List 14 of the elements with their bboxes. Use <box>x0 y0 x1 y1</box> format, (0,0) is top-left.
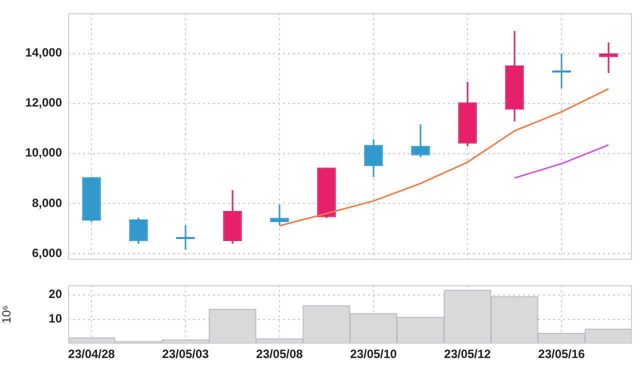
y-axis-title: 10⁶ <box>0 305 14 324</box>
x-tick-label: 23/05/03 <box>162 347 210 362</box>
y-tick-label: 12,000 <box>25 96 62 110</box>
y-tick-label: 8,000 <box>32 196 62 210</box>
x-tick-label: 23/04/28 <box>68 347 116 362</box>
y-tick-label: 10 <box>48 312 62 326</box>
x-tick-label: 23/05/12 <box>444 347 492 362</box>
y-tick-label: 6,000 <box>32 246 62 260</box>
x-tick-label: 23/05/16 <box>538 347 586 362</box>
y-tick-label: 10,000 <box>25 146 62 160</box>
y-tick-label: 14,000 <box>25 46 62 60</box>
x-tick-label: 23/05/10 <box>350 347 398 362</box>
x-tick-label: 23/05/08 <box>256 347 304 362</box>
y-tick-label: 20 <box>48 287 62 302</box>
